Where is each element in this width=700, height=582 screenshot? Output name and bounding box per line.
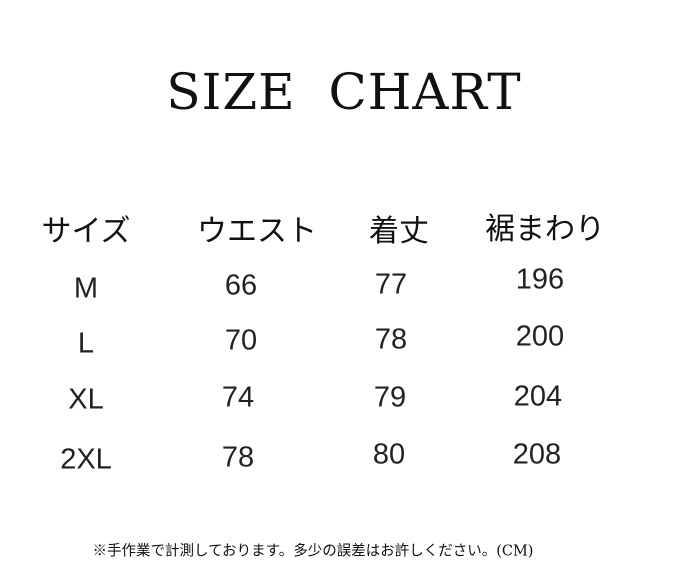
cell-length: 80 (372, 438, 406, 471)
cell-length: 77 (374, 268, 408, 301)
cell-waist: 78 (221, 441, 255, 474)
header-size: サイズ (41, 214, 131, 249)
cell-hem: 196 (515, 263, 565, 296)
cell-waist: 74 (221, 381, 255, 414)
cell-size: XL (68, 383, 104, 416)
header-hem: 裾まわり (485, 212, 605, 247)
header-waist: ウエスト (197, 214, 317, 249)
cell-hem: 208 (512, 438, 562, 471)
cell-hem: 204 (513, 380, 563, 413)
cell-length: 78 (374, 323, 408, 356)
cell-hem: 200 (515, 320, 565, 353)
cell-size: M (73, 272, 99, 305)
title-chart: CHART (328, 63, 522, 121)
title-size: SIZE (166, 63, 296, 121)
cell-size: L (77, 327, 95, 360)
header-length: 着丈 (369, 214, 429, 249)
cell-length: 79 (373, 381, 407, 414)
cell-waist: 66 (224, 269, 258, 302)
measurement-note: ※手作業で計測しております。多少の誤差はお許しください。(CM) (92, 543, 534, 560)
cell-size: 2XL (60, 443, 112, 476)
cell-waist: 70 (224, 324, 258, 357)
